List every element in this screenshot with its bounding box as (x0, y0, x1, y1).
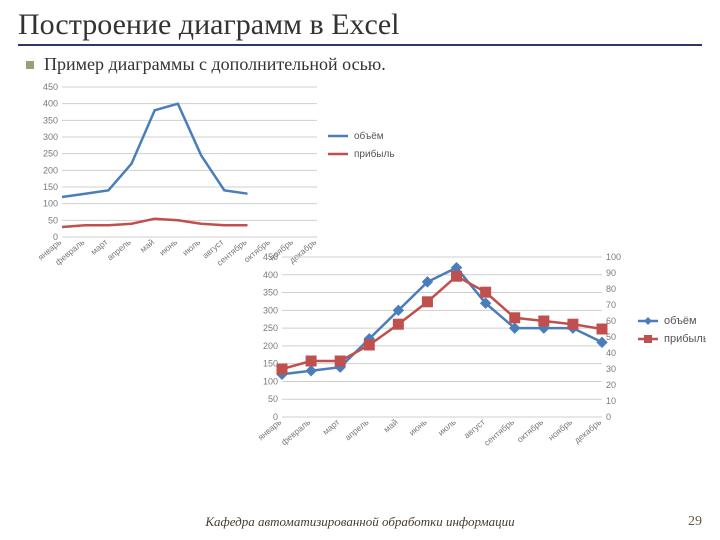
svg-text:400: 400 (43, 99, 58, 109)
svg-text:апрель: апрель (343, 417, 371, 443)
svg-text:300: 300 (263, 305, 278, 315)
svg-text:10: 10 (606, 396, 616, 406)
svg-text:300: 300 (43, 132, 58, 142)
svg-text:20: 20 (606, 380, 616, 390)
bullet-icon (26, 61, 34, 69)
svg-text:апрель: апрель (105, 237, 133, 263)
svg-text:март: март (320, 417, 341, 437)
svg-text:150: 150 (263, 359, 278, 369)
svg-text:100: 100 (263, 376, 278, 386)
svg-text:50: 50 (606, 332, 616, 342)
svg-text:70: 70 (606, 300, 616, 310)
subtitle-text: Пример диаграммы с дополнительной осью. (44, 54, 386, 75)
svg-text:0: 0 (606, 412, 611, 422)
svg-text:450: 450 (263, 252, 278, 262)
svg-text:100: 100 (606, 252, 621, 262)
slide-title: Построение диаграмм в Excel (18, 8, 702, 46)
svg-text:май: май (381, 417, 399, 435)
svg-text:сентябрь: сентябрь (482, 417, 517, 448)
page-number: 29 (688, 514, 702, 530)
svg-text:40: 40 (606, 348, 616, 358)
svg-text:250: 250 (43, 149, 58, 159)
svg-text:450: 450 (43, 82, 58, 92)
chart-bottom-svg: 0501001502002503003504004500102030405060… (246, 251, 706, 481)
svg-text:июнь: июнь (157, 237, 179, 258)
svg-text:июнь: июнь (407, 417, 429, 438)
svg-text:80: 80 (606, 284, 616, 294)
svg-text:октябрь: октябрь (515, 417, 546, 445)
svg-text:июль: июль (180, 237, 202, 258)
svg-text:30: 30 (606, 364, 616, 374)
svg-text:250: 250 (263, 323, 278, 333)
svg-text:ноябрь: ноябрь (546, 417, 574, 443)
svg-text:350: 350 (43, 115, 58, 125)
svg-text:прибыль: прибыль (664, 333, 706, 345)
svg-text:400: 400 (263, 270, 278, 280)
svg-text:декабрь: декабрь (572, 417, 604, 446)
svg-text:объём: объём (664, 315, 697, 327)
chart-bottom: 0501001502002503003504004500102030405060… (246, 251, 706, 481)
svg-text:август: август (462, 417, 487, 441)
subtitle-row: Пример диаграммы с дополнительной осью. (26, 54, 702, 75)
svg-text:июль: июль (436, 417, 458, 438)
footer-text: Кафедра автоматизированной обработки инф… (0, 514, 720, 530)
svg-text:200: 200 (43, 165, 58, 175)
svg-text:прибыль: прибыль (354, 148, 395, 160)
svg-text:350: 350 (263, 288, 278, 298)
svg-text:150: 150 (43, 182, 58, 192)
svg-text:объём: объём (354, 130, 384, 142)
svg-text:90: 90 (606, 268, 616, 278)
svg-text:60: 60 (606, 316, 616, 326)
svg-text:100: 100 (43, 199, 58, 209)
svg-text:50: 50 (48, 215, 58, 225)
svg-text:200: 200 (263, 341, 278, 351)
svg-text:февраль: февраль (279, 417, 313, 448)
svg-text:50: 50 (268, 394, 278, 404)
svg-text:май: май (138, 237, 156, 255)
